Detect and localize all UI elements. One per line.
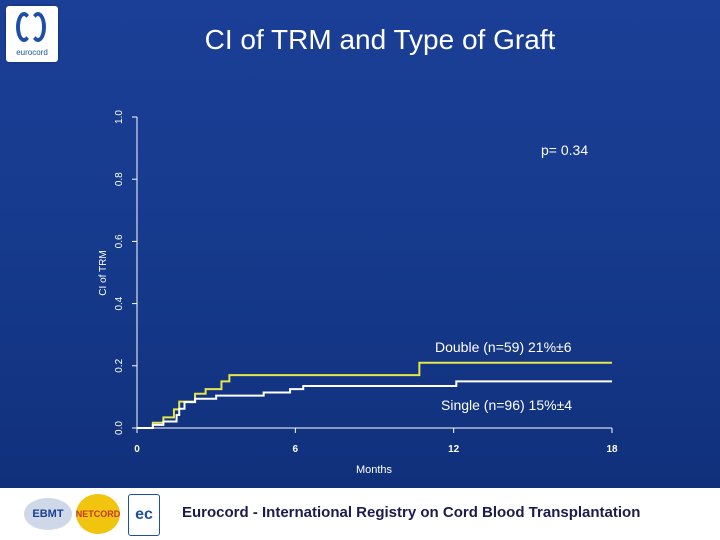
y-tick-label: 0.2 — [114, 358, 125, 372]
x-tick-label: 6 — [293, 444, 299, 455]
x-tick-label: 18 — [606, 444, 618, 455]
p-value-annotation: p= 0.34 — [541, 142, 588, 158]
series-line-double — [137, 361, 612, 429]
y-tick-label: 1.0 — [114, 110, 125, 124]
series-layer — [137, 361, 612, 429]
series-label-single: Single (n=96) 15%±4 — [441, 397, 572, 413]
ec-mark-icon — [14, 12, 50, 44]
series-line-single — [137, 380, 612, 429]
y-tick-label: 0.0 — [114, 421, 125, 435]
y-tick-label: 0.8 — [114, 172, 125, 186]
chart-title: CI of TRM and Type of Graft — [204, 24, 556, 55]
logo-text: eurocord — [16, 48, 48, 57]
eurocord-logo: eurocord — [6, 6, 58, 62]
eurocord-small-logo: ec — [128, 494, 160, 536]
x-axis: 0 6 12 18 — [134, 427, 618, 455]
series-label-double: Double (n=59) 21%±6 — [435, 339, 572, 355]
y-tick-label: 0.4 — [114, 296, 125, 310]
x-tick-label: 12 — [448, 444, 460, 455]
x-tick-label: 0 — [134, 444, 140, 455]
y-axis-label: CI of TRM — [98, 250, 109, 295]
partner-logos: EBMT NETCORD ec — [24, 492, 164, 536]
y-tick-label: 0.6 — [114, 234, 125, 248]
y-axis: 0.0 0.2 0.4 0.6 0.8 1.0 — [114, 110, 138, 435]
ebmt-logo: EBMT — [24, 498, 72, 530]
footer-banner: EBMT NETCORD ec Eurocord - International… — [0, 488, 720, 540]
footer-text: Eurocord - International Registry on Cor… — [182, 504, 641, 521]
x-axis-label: Months — [356, 464, 393, 476]
chart: 0.0 0.2 0.4 0.6 0.8 1.0 0 6 12 18 CI of TRM Mont… — [98, 110, 618, 476]
netcord-logo: NETCORD — [76, 494, 120, 534]
